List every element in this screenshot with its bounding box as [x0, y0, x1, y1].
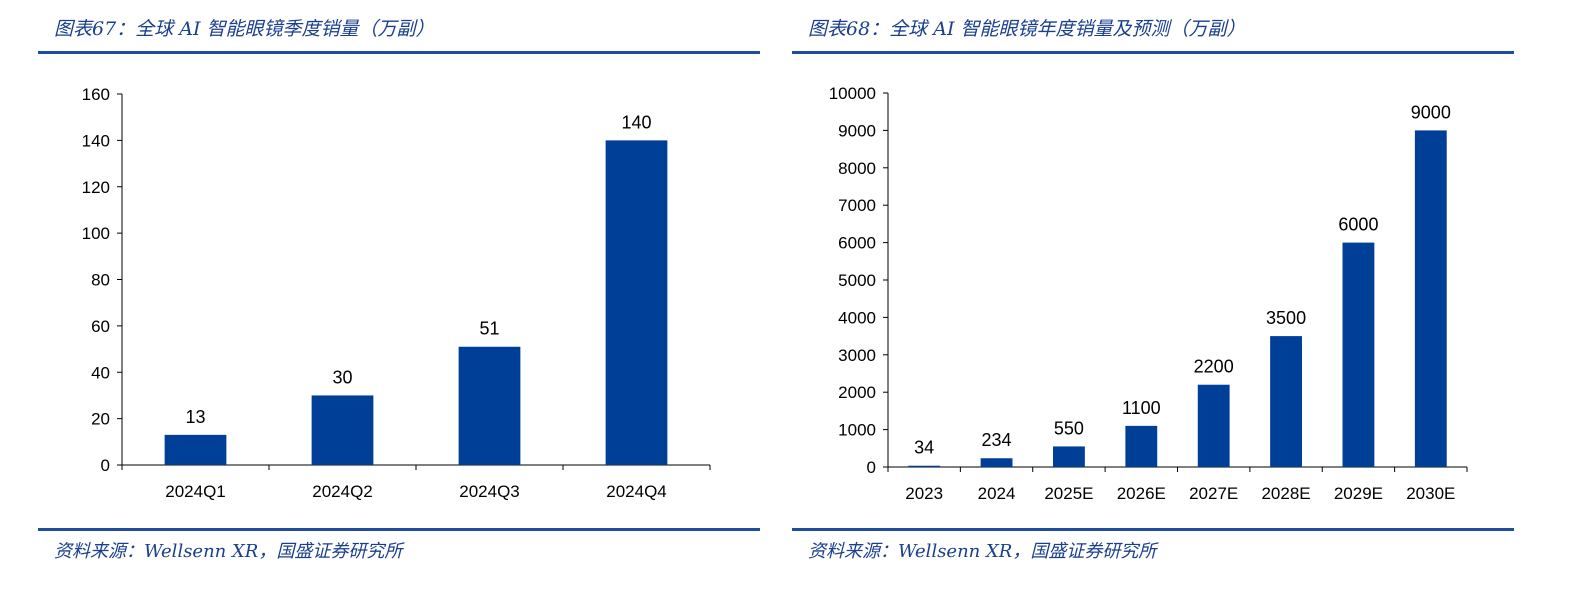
bar: [164, 434, 227, 465]
data-label: 51: [479, 319, 499, 339]
x-tick-label: 2027E: [1189, 484, 1238, 503]
y-tick-label: 2000: [838, 383, 876, 402]
annual-sales-forecast-chart: 0 1000 2000 3000 4000 5000 6000 7000 8000 9000 100…: [829, 84, 1468, 503]
figure-title: 图表67：全球 AI 智能眼镜季度销量（万副）: [54, 18, 435, 40]
x-tick-label: 2029E: [1334, 484, 1383, 503]
y-tick-label: 160: [82, 85, 110, 104]
y-tick-label: 0: [101, 456, 110, 475]
figure-title: 图表68：全球 AI 智能眼镜年度销量及预测（万副）: [808, 18, 1246, 40]
data-label: 6000: [1338, 215, 1378, 235]
x-tick-label: 2024Q1: [165, 482, 226, 501]
bar: [458, 346, 521, 465]
data-label: 2200: [1194, 357, 1234, 377]
figure-source: 资料来源：Wellsenn XR，国盛证券研究所: [808, 541, 1157, 562]
bar: [1125, 425, 1158, 467]
y-tick-label: 9000: [838, 121, 876, 140]
x-tick-label: 2024: [978, 484, 1016, 503]
bar: [311, 395, 374, 465]
y-tick-label: 140: [82, 131, 110, 150]
bar: [605, 140, 668, 465]
x-tick-label: 2024Q3: [459, 482, 520, 501]
source-rule: [38, 528, 760, 531]
y-tick-label: 100: [82, 224, 110, 243]
y-tick-label: 8000: [838, 159, 876, 178]
quarterly-sales-chart: 0 20 40 60 80 100 120 140 160 13 2024Q1 30 2024Q2 51 2…: [82, 85, 711, 501]
data-label: 30: [332, 367, 352, 387]
bar: [1342, 242, 1375, 467]
x-tick-label: 2023: [905, 484, 943, 503]
x-tick-label: 2026E: [1117, 484, 1166, 503]
data-label: 1100: [1122, 398, 1161, 418]
y-tick-label: 4000: [838, 308, 876, 327]
y-tick-label: 60: [91, 317, 110, 336]
bar: [908, 465, 941, 467]
x-tick-label: 2028E: [1261, 484, 1310, 503]
y-tick-label: 80: [91, 271, 110, 290]
data-label: 13: [185, 407, 205, 427]
y-tick-label: 5000: [838, 271, 876, 290]
x-tick-label: 2025E: [1044, 484, 1093, 503]
x-tick-label: 2024Q2: [312, 482, 373, 501]
y-tick-label: 40: [91, 363, 110, 382]
data-label: 140: [621, 112, 651, 132]
y-tick-label: 6000: [838, 234, 876, 253]
bar: [1414, 130, 1447, 467]
bar: [1270, 336, 1302, 467]
data-label: 3500: [1266, 308, 1306, 328]
x-tick-label: 2024Q4: [606, 482, 667, 501]
x-tick-label: 2030E: [1406, 484, 1455, 503]
title-rule: [792, 51, 1514, 54]
data-label: 34: [914, 438, 934, 458]
source-rule: [792, 528, 1514, 531]
y-tick-label: 1000: [838, 421, 876, 440]
title-rule: [38, 51, 760, 54]
data-label: 234: [982, 430, 1012, 450]
data-label: 9000: [1411, 102, 1451, 122]
bar: [1197, 384, 1230, 467]
bar: [1053, 446, 1085, 467]
bar: [980, 458, 1013, 467]
figure-source: 资料来源：Wellsenn XR，国盛证券研究所: [54, 541, 403, 562]
y-tick-label: 3000: [838, 346, 876, 365]
y-tick-label: 120: [82, 178, 110, 197]
data-label: 550: [1054, 418, 1084, 438]
y-tick-label: 7000: [838, 196, 876, 215]
y-tick-label: 20: [91, 410, 110, 429]
y-tick-label: 10000: [829, 84, 876, 103]
y-tick-label: 0: [867, 458, 876, 477]
